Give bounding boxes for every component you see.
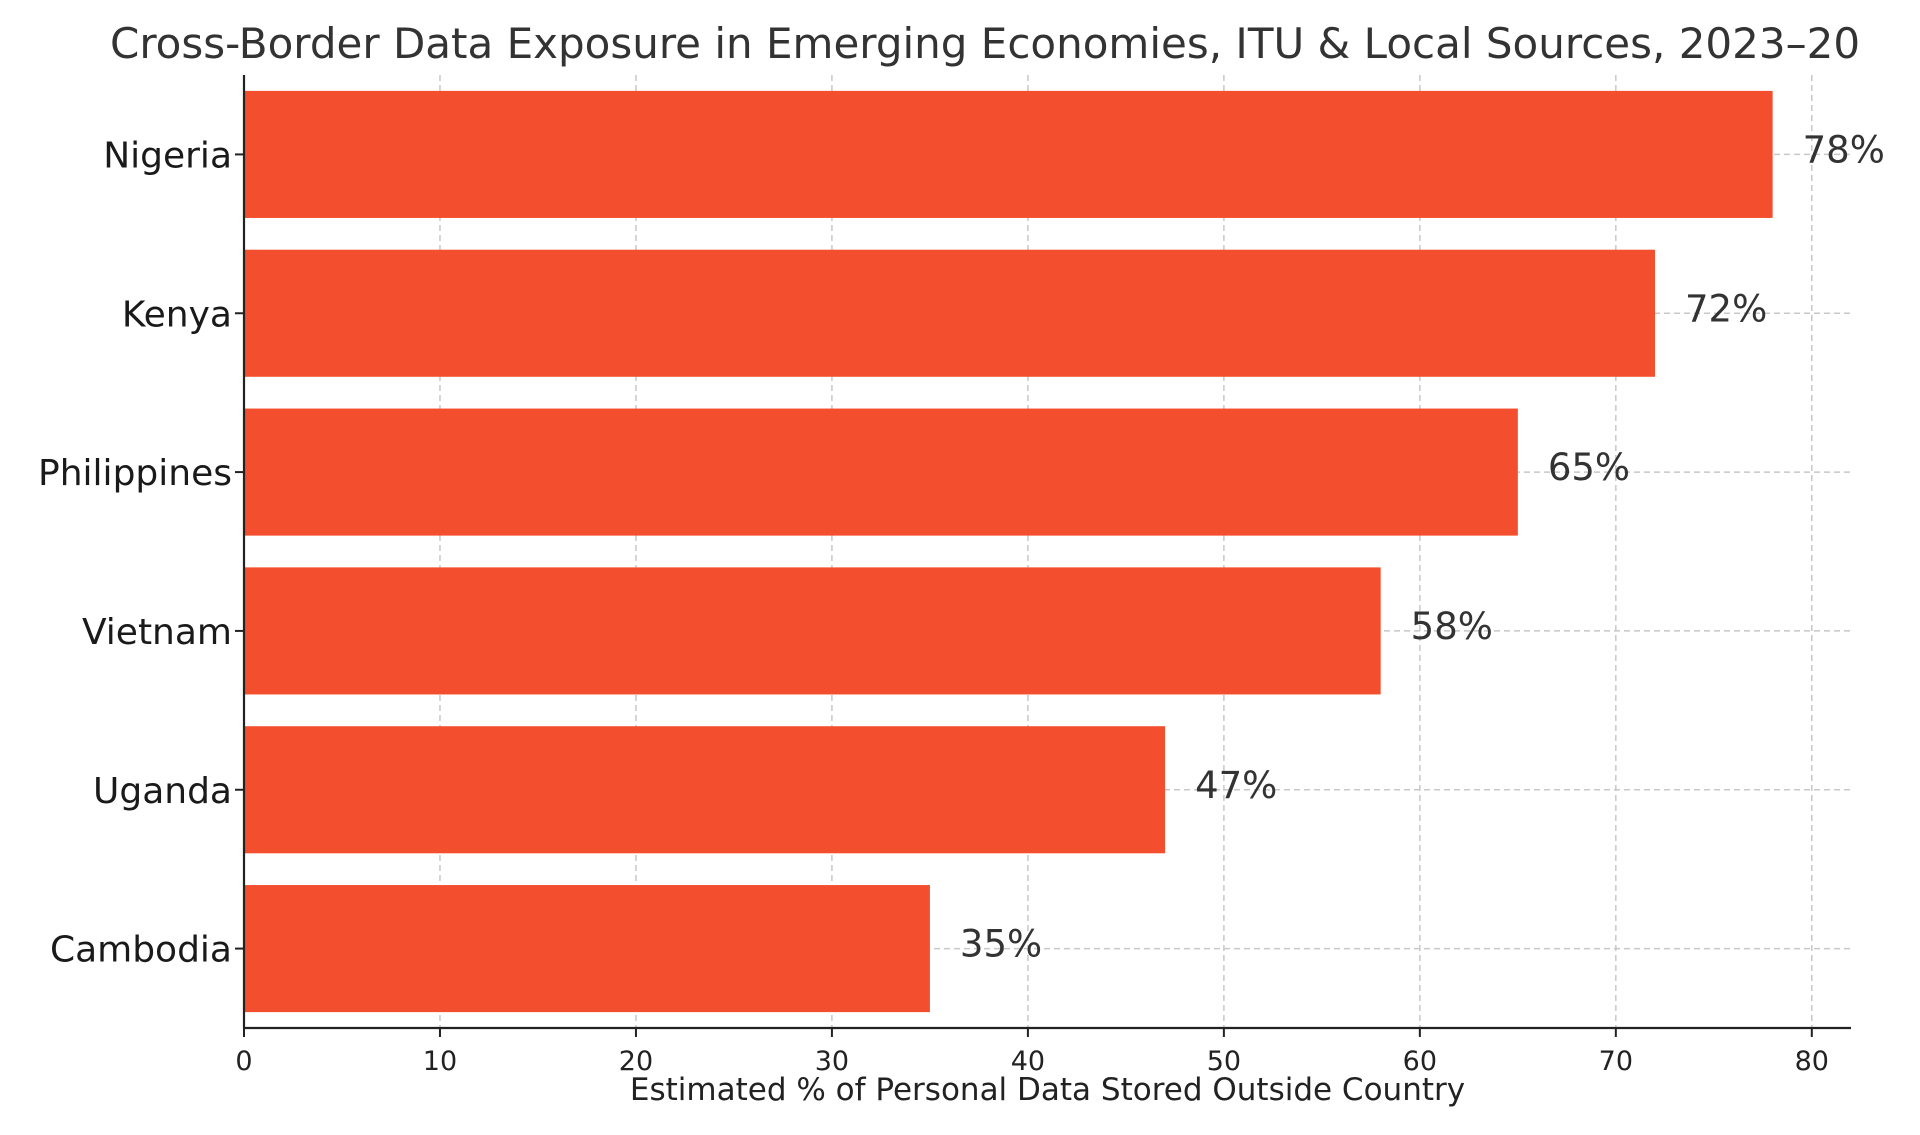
x-tick-label: 40 — [1011, 1046, 1045, 1077]
data-label-philippines: 65% — [1548, 446, 1630, 489]
category-label-uganda: Uganda — [93, 771, 232, 812]
x-ticks: 0 10 20 30 40 50 60 70 80 — [235, 153, 1829, 1077]
bar-nigeria — [244, 90, 1773, 218]
bar-vietnam — [244, 567, 1381, 695]
axes-layer — [242, 75, 1851, 1030]
bar-cambodia — [244, 885, 930, 1013]
x-tick-label: 20 — [619, 1046, 653, 1077]
bar-uganda — [244, 726, 1166, 854]
data-label-cambodia: 35% — [960, 923, 1042, 966]
bars-layer — [244, 90, 1773, 1013]
data-label-uganda: 47% — [1195, 764, 1277, 807]
bar-philippines — [244, 408, 1518, 536]
bar-kenya — [244, 249, 1656, 377]
x-axis-label: Estimated % of Personal Data Stored Outs… — [630, 1072, 1465, 1108]
x-tick-label: 30 — [815, 1046, 849, 1077]
x-tick-label: 60 — [1403, 1046, 1437, 1077]
category-label-vietnam: Vietnam — [82, 612, 232, 653]
x-tick-label: 50 — [1207, 1046, 1241, 1077]
x-tick-label: 0 — [235, 1046, 252, 1077]
data-label-nigeria: 78% — [1803, 128, 1885, 171]
category-labels: Nigeria Kenya Philippines Vietnam Uganda Camb… — [38, 135, 232, 970]
category-label-kenya: Kenya — [122, 294, 232, 335]
category-label-cambodia: Cambodia — [50, 930, 232, 971]
data-label-vietnam: 58% — [1411, 605, 1493, 648]
x-tick-label: 10 — [423, 1046, 457, 1077]
x-tick-label: 70 — [1599, 1046, 1633, 1077]
data-label-kenya: 72% — [1685, 287, 1767, 330]
data-labels: 78% 72% 65% 58% 47% 35% — [960, 128, 1885, 965]
category-label-nigeria: Nigeria — [103, 135, 232, 176]
chart-title: Cross-Border Data Exposure in Emerging E… — [110, 19, 1860, 68]
x-tick-label: 80 — [1795, 1046, 1829, 1077]
category-label-philippines: Philippines — [38, 453, 232, 494]
